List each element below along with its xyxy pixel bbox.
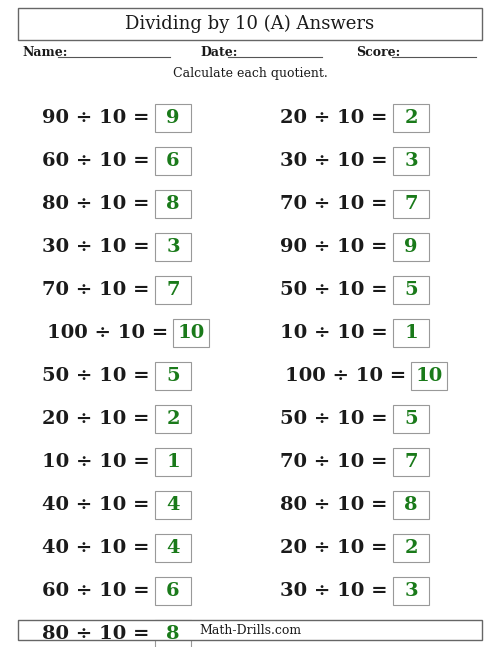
Text: 20 ÷ 10 =: 20 ÷ 10 = <box>280 540 388 557</box>
Text: 30 ÷ 10 =: 30 ÷ 10 = <box>280 152 388 170</box>
Text: 10: 10 <box>416 367 442 386</box>
Text: Score:: Score: <box>356 45 400 58</box>
FancyBboxPatch shape <box>393 104 429 133</box>
Text: 7: 7 <box>166 281 180 300</box>
FancyBboxPatch shape <box>155 406 191 433</box>
FancyBboxPatch shape <box>18 620 482 640</box>
Text: 7: 7 <box>404 454 418 472</box>
Text: 5: 5 <box>404 410 418 428</box>
Text: 80 ÷ 10 =: 80 ÷ 10 = <box>280 496 388 514</box>
Text: 70 ÷ 10 =: 70 ÷ 10 = <box>42 281 150 300</box>
Text: Name:: Name: <box>22 45 68 58</box>
FancyBboxPatch shape <box>393 148 429 175</box>
Text: 30 ÷ 10 =: 30 ÷ 10 = <box>280 582 388 600</box>
FancyBboxPatch shape <box>393 234 429 261</box>
FancyBboxPatch shape <box>155 234 191 261</box>
Text: 2: 2 <box>166 410 180 428</box>
FancyBboxPatch shape <box>393 534 429 562</box>
Text: 2: 2 <box>404 540 418 557</box>
Text: 1: 1 <box>404 324 418 342</box>
Text: 8: 8 <box>404 496 418 514</box>
Text: 6: 6 <box>166 152 180 170</box>
Text: 5: 5 <box>404 281 418 300</box>
FancyBboxPatch shape <box>155 577 191 606</box>
Text: 40 ÷ 10 =: 40 ÷ 10 = <box>42 540 150 557</box>
Text: 90 ÷ 10 =: 90 ÷ 10 = <box>42 109 150 127</box>
Text: 30 ÷ 10 =: 30 ÷ 10 = <box>42 238 150 256</box>
Text: 4: 4 <box>166 540 180 557</box>
Text: 80 ÷ 10 =: 80 ÷ 10 = <box>42 195 150 214</box>
FancyBboxPatch shape <box>411 362 447 390</box>
Text: Calculate each quotient.: Calculate each quotient. <box>172 67 328 80</box>
Text: 1: 1 <box>166 454 180 472</box>
Text: 6: 6 <box>166 582 180 600</box>
Text: 80 ÷ 10 =: 80 ÷ 10 = <box>42 626 150 643</box>
Text: 60 ÷ 10 =: 60 ÷ 10 = <box>42 152 150 170</box>
Text: 70 ÷ 10 =: 70 ÷ 10 = <box>280 454 388 472</box>
Text: 9: 9 <box>166 109 180 127</box>
FancyBboxPatch shape <box>18 8 482 40</box>
Text: 8: 8 <box>166 195 180 214</box>
Text: Math-Drills.com: Math-Drills.com <box>199 624 301 637</box>
Text: 100 ÷ 10 =: 100 ÷ 10 = <box>47 324 168 342</box>
Text: 20 ÷ 10 =: 20 ÷ 10 = <box>280 109 388 127</box>
Text: 5: 5 <box>166 367 180 386</box>
Text: 100 ÷ 10 =: 100 ÷ 10 = <box>285 367 406 386</box>
Text: 70 ÷ 10 =: 70 ÷ 10 = <box>280 195 388 214</box>
Text: 9: 9 <box>404 238 418 256</box>
Text: 4: 4 <box>166 496 180 514</box>
FancyBboxPatch shape <box>155 448 191 476</box>
Text: 3: 3 <box>404 582 418 600</box>
Text: 10 ÷ 10 =: 10 ÷ 10 = <box>280 324 388 342</box>
FancyBboxPatch shape <box>155 190 191 218</box>
Text: 20 ÷ 10 =: 20 ÷ 10 = <box>42 410 150 428</box>
FancyBboxPatch shape <box>155 534 191 562</box>
Text: 10 ÷ 10 =: 10 ÷ 10 = <box>42 454 150 472</box>
Text: 60 ÷ 10 =: 60 ÷ 10 = <box>42 582 150 600</box>
FancyBboxPatch shape <box>155 491 191 520</box>
Text: 90 ÷ 10 =: 90 ÷ 10 = <box>280 238 388 256</box>
FancyBboxPatch shape <box>393 190 429 218</box>
FancyBboxPatch shape <box>155 148 191 175</box>
Text: Dividing by 10 (A) Answers: Dividing by 10 (A) Answers <box>126 15 374 33</box>
Text: 50 ÷ 10 =: 50 ÷ 10 = <box>280 410 388 428</box>
FancyBboxPatch shape <box>393 406 429 433</box>
Text: 3: 3 <box>166 238 180 256</box>
FancyBboxPatch shape <box>393 320 429 347</box>
Text: 10: 10 <box>178 324 204 342</box>
FancyBboxPatch shape <box>155 620 191 647</box>
FancyBboxPatch shape <box>173 320 209 347</box>
Text: 2: 2 <box>404 109 418 127</box>
FancyBboxPatch shape <box>393 276 429 304</box>
Text: 7: 7 <box>404 195 418 214</box>
Text: 3: 3 <box>404 152 418 170</box>
FancyBboxPatch shape <box>393 491 429 520</box>
Text: Date:: Date: <box>200 45 237 58</box>
FancyBboxPatch shape <box>393 448 429 476</box>
FancyBboxPatch shape <box>155 104 191 133</box>
FancyBboxPatch shape <box>155 362 191 390</box>
Text: 8: 8 <box>166 626 180 643</box>
Text: 50 ÷ 10 =: 50 ÷ 10 = <box>280 281 388 300</box>
FancyBboxPatch shape <box>155 276 191 304</box>
Text: 50 ÷ 10 =: 50 ÷ 10 = <box>42 367 150 386</box>
Text: 40 ÷ 10 =: 40 ÷ 10 = <box>42 496 150 514</box>
FancyBboxPatch shape <box>393 577 429 606</box>
